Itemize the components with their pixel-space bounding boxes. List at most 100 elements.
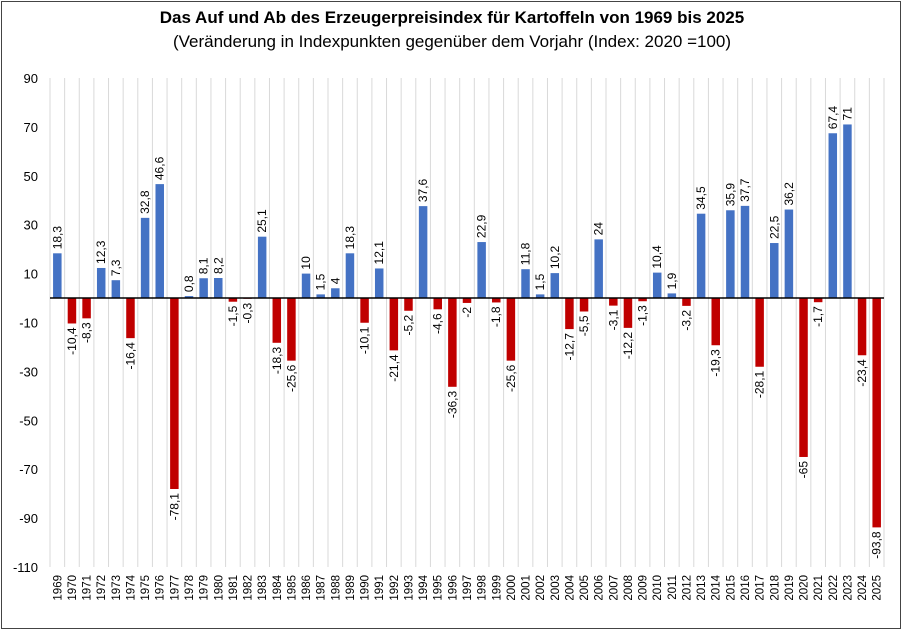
bar: [462, 298, 472, 303]
x-tick-label: 2010: [652, 575, 664, 601]
bar: [184, 296, 194, 299]
data-label: 18,3: [343, 226, 357, 250]
bar: [374, 268, 384, 299]
bar: [140, 217, 150, 299]
data-label: -28,1: [753, 370, 767, 398]
x-tick-label: 1997: [462, 575, 474, 601]
x-tick-label: 1981: [228, 575, 240, 601]
x-tick-label: 1975: [140, 575, 152, 601]
y-tick-label: -30: [19, 364, 38, 379]
data-label: -18,3: [270, 346, 284, 374]
x-tick-label: 2013: [696, 575, 708, 601]
data-label: 36,2: [782, 182, 796, 206]
data-label: -3,1: [606, 309, 620, 330]
x-tick-label: 1970: [67, 575, 79, 601]
bar: [550, 273, 560, 299]
x-tick-label: 1989: [345, 575, 357, 601]
data-label: -23,4: [855, 359, 869, 387]
x-tick-label: 1991: [374, 575, 386, 601]
bar: [448, 298, 457, 387]
data-label: -5,5: [577, 315, 591, 336]
data-label: -0,3: [241, 302, 255, 323]
data-label: -93,8: [870, 531, 884, 559]
data-label: -3,2: [679, 310, 693, 331]
bar: [272, 298, 282, 343]
data-label: 1,9: [665, 272, 679, 289]
data-label: 10,2: [548, 245, 562, 269]
data-label: 7,3: [109, 259, 123, 276]
data-label: 4: [328, 277, 342, 284]
bar: [257, 236, 267, 299]
x-tick-label: 2000: [506, 575, 518, 601]
x-tick-label: 2001: [521, 575, 533, 601]
data-label: 35,9: [723, 183, 737, 207]
bar: [623, 298, 633, 328]
x-tick-label: 1978: [184, 575, 196, 601]
y-tick-label: -90: [19, 511, 38, 526]
data-label: -25,6: [504, 364, 518, 392]
bar: [331, 288, 340, 299]
bar: [404, 298, 413, 311]
bar: [389, 298, 399, 351]
data-label: 12,1: [372, 241, 386, 265]
data-label: 32,8: [138, 190, 152, 214]
y-tick-label: -50: [19, 413, 38, 428]
x-tick-label: 1979: [199, 575, 211, 601]
x-tick-label: 1990: [360, 575, 372, 601]
data-label: -2: [460, 307, 474, 318]
data-label: -36,3: [445, 390, 459, 418]
x-tick-label: 2016: [740, 575, 752, 601]
x-tick-label: 2003: [550, 575, 562, 601]
x-tick-label: 2006: [594, 575, 606, 601]
data-label: 71: [840, 107, 854, 121]
bar: [418, 206, 428, 299]
data-label: 0,8: [182, 275, 196, 292]
chart-subtitle: (Veränderung in Indexpunkten gegenüber d…: [172, 32, 732, 51]
bar: [770, 243, 779, 299]
data-label: 22,9: [475, 214, 489, 238]
data-label: 22,5: [767, 215, 781, 239]
data-label: -5,2: [401, 314, 415, 335]
bar: [799, 298, 808, 457]
data-label: 12,3: [94, 240, 108, 264]
x-tick-label: 2004: [564, 574, 576, 600]
data-label: 25,1: [255, 209, 269, 233]
data-label: 34,5: [694, 186, 708, 210]
x-tick-label: 2019: [784, 575, 796, 601]
x-tick-label: 1977: [169, 575, 181, 601]
x-tick-label: 2012: [681, 575, 693, 601]
bar: [740, 205, 750, 299]
x-tick-label: 2024: [857, 574, 869, 600]
data-label: 37,7: [738, 178, 752, 202]
x-tick-label: 2011: [667, 575, 679, 600]
data-label: -1,8: [489, 306, 503, 327]
chart-title: Das Auf und Ab des Erzeugerpreisindex fü…: [159, 8, 745, 27]
x-tick-label: 1992: [389, 575, 401, 601]
x-tick-label: 1985: [286, 575, 298, 601]
x-tick-label: 2007: [608, 575, 620, 601]
bar: [872, 298, 881, 528]
bar: [345, 253, 355, 299]
bar: [316, 294, 325, 299]
x-tick-label: 1984: [272, 574, 284, 600]
x-tick-label: 1993: [403, 575, 415, 601]
data-label: -1,5: [226, 305, 240, 326]
bar: [126, 298, 135, 339]
data-label: -1,3: [636, 305, 650, 326]
bar: [155, 184, 164, 299]
bar: [696, 213, 706, 299]
y-tick-label: 90: [24, 71, 38, 86]
data-label: -12,2: [621, 332, 635, 360]
bar: [67, 298, 77, 324]
x-tick-label: 1987: [316, 575, 328, 601]
x-tick-label: 2008: [623, 575, 635, 601]
bar: [784, 209, 794, 299]
bar: [857, 298, 867, 356]
bar: [726, 210, 735, 299]
data-label: -8,3: [80, 322, 94, 343]
bar: [579, 298, 589, 312]
bar: [682, 298, 691, 306]
bar: [214, 278, 223, 299]
